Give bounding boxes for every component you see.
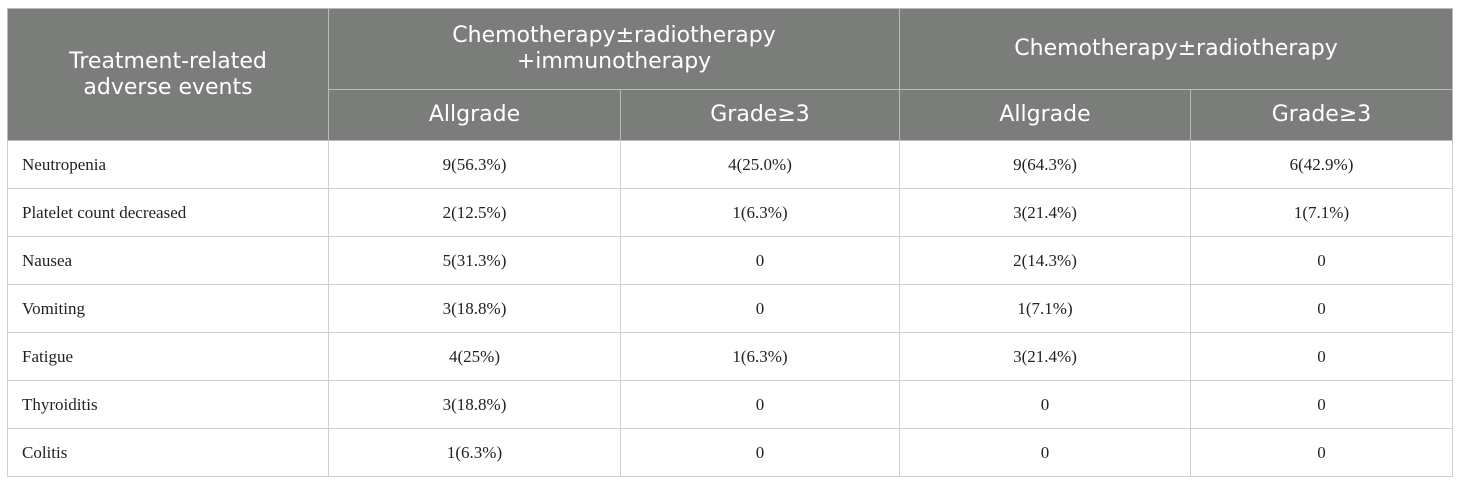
event-name: Vomiting [7,284,329,333]
table-row: Platelet count decreased 2(12.5%) 1(6.3%) 3… [7,188,1454,237]
cell-value: 0 [619,380,901,429]
event-name: Fatigue [7,332,329,381]
adverse-events-table: Treatment-related adverse events Chemoth… [7,8,1454,477]
table-row: Nausea 5(31.3%) 0 2(14.3%) 0 [7,236,1454,285]
event-name: Platelet count decreased [7,188,329,237]
cell-value: 3(21.4%) [899,188,1192,237]
table-row: Neutropenia 9(56.3%) 4(25.0%) 9(64.3%) 6(42.… [7,140,1454,189]
group-header: Chemotherapy±radiotherapy [899,8,1454,90]
cell-value: 0 [1190,332,1454,381]
cell-value: 1(6.3%) [619,188,901,237]
table-body: Neutropenia 9(56.3%) 4(25.0%) 9(64.3%) 6(42.… [7,140,1454,477]
cell-value: 0 [1190,284,1454,333]
cell-value: 0 [1190,428,1454,477]
cell-value: 3(18.8%) [328,380,621,429]
table-row: Fatigue 4(25%) 1(6.3%) 3(21.4%) 0 [7,332,1454,381]
cell-value: 0 [899,428,1192,477]
cell-value: 1(7.1%) [899,284,1192,333]
cell-value: 0 [899,380,1192,429]
row-label-header: Treatment-related adverse events [7,8,329,141]
cell-value: 2(12.5%) [328,188,621,237]
table-row: Thyroiditis 3(18.8%) 0 0 0 [7,380,1454,429]
cell-value: 0 [619,428,901,477]
cell-value: 1(6.3%) [619,332,901,381]
cell-value: 5(31.3%) [328,236,621,285]
cell-value: 9(64.3%) [899,140,1192,189]
cell-value: 4(25%) [328,332,621,381]
cell-value: 0 [619,284,901,333]
subheader: Grade≥3 [619,89,901,141]
cell-value: 3(21.4%) [899,332,1192,381]
cell-value: 9(56.3%) [328,140,621,189]
event-name: Colitis [7,428,329,477]
subheader: Allgrade [328,89,621,141]
cell-value: 1(7.1%) [1190,188,1454,237]
cell-value: 6(42.9%) [1190,140,1454,189]
event-name: Neutropenia [7,140,329,189]
group-header: Chemotherapy±radiotherapy +immunotherapy [327,8,901,90]
cell-value: 0 [619,236,901,285]
cell-value: 3(18.8%) [328,284,621,333]
table-row: Vomiting 3(18.8%) 0 1(7.1%) 0 [7,284,1454,333]
subheader: Grade≥3 [1190,89,1454,141]
cell-value: 2(14.3%) [899,236,1192,285]
cell-value: 1(6.3%) [328,428,621,477]
cell-value: 0 [1190,236,1454,285]
subheader: Allgrade [899,89,1192,141]
cell-value: 4(25.0%) [619,140,901,189]
event-name: Thyroiditis [7,380,329,429]
cell-value: 0 [1190,380,1454,429]
table-row: Colitis 1(6.3%) 0 0 0 [7,428,1454,477]
event-name: Nausea [7,236,329,285]
